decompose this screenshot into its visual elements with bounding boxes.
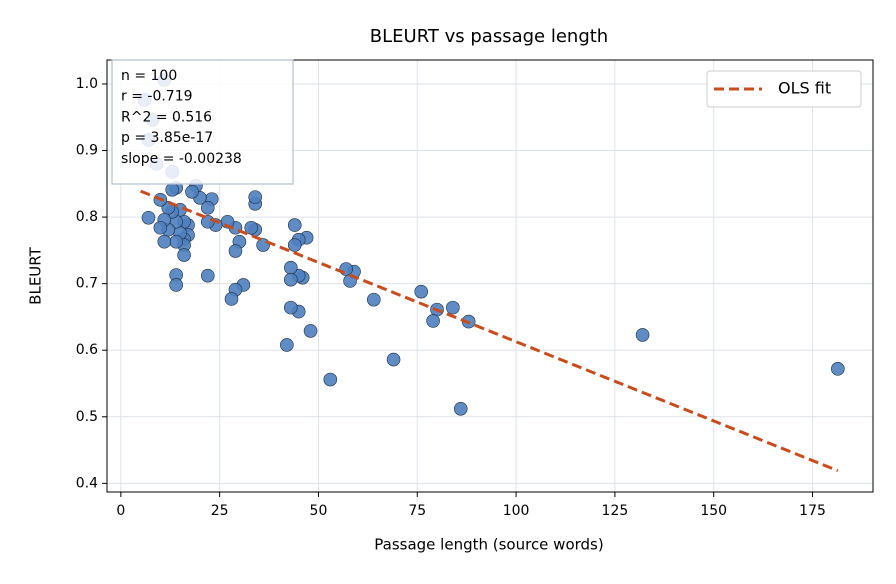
x-tick-label: 0 [116, 503, 125, 519]
point [287, 218, 302, 232]
x-tick-label: 125 [602, 503, 629, 519]
legend-label: OLS fit [778, 79, 831, 98]
point [426, 314, 440, 328]
point [248, 190, 263, 204]
point [366, 292, 381, 307]
point [185, 184, 199, 199]
point [169, 234, 183, 249]
x-tick-label: 175 [799, 503, 826, 519]
y-tick-label: 0.8 [76, 209, 98, 225]
y-tick-label: 0.7 [76, 276, 98, 292]
y-axis-label: BLEURT [27, 246, 45, 304]
point [165, 182, 180, 197]
y-tick-label: 1.0 [76, 76, 98, 92]
stats-text: slope = -0.00238 [121, 151, 242, 167]
point [200, 200, 215, 215]
point [287, 238, 302, 252]
fit-line [140, 189, 839, 473]
x-tick-label: 150 [700, 503, 727, 519]
point [386, 352, 401, 367]
point [153, 220, 168, 235]
x-tick-label: 25 [211, 503, 229, 519]
x-axis-label: Passage length (source words) [374, 536, 603, 554]
chart-title: BLEURT vs passage length [370, 26, 608, 47]
x-tick-label: 100 [503, 503, 530, 519]
stats-text: p = 3.85e-17 [121, 130, 213, 146]
point [283, 300, 298, 315]
point [414, 284, 429, 299]
point [280, 338, 294, 352]
point [283, 272, 298, 287]
point [635, 328, 650, 342]
point [157, 234, 172, 249]
point [224, 292, 239, 306]
stats-text: R^2 = 0.516 [121, 109, 212, 125]
y-tick-label: 0.5 [76, 409, 98, 425]
stats-text: n = 100 [121, 68, 177, 84]
point [244, 220, 259, 235]
x-tick-label: 50 [310, 503, 328, 519]
point [323, 372, 338, 387]
point [831, 362, 845, 376]
stats-text: r = -0.719 [121, 89, 193, 105]
point [177, 248, 191, 262]
point [200, 268, 215, 283]
y-tick-label: 0.9 [76, 143, 98, 159]
point [453, 401, 468, 416]
legend-box [706, 70, 862, 108]
point [141, 210, 156, 225]
point [303, 324, 318, 338]
plot-frame [106, 59, 874, 493]
point [339, 262, 353, 276]
point [169, 278, 183, 292]
y-tick-label: 0.4 [76, 475, 98, 491]
stats-box [111, 59, 294, 185]
point [228, 244, 243, 258]
x-tick-label: 75 [408, 503, 426, 519]
point [283, 260, 298, 275]
point [446, 300, 460, 315]
y-tick-label: 0.6 [76, 342, 98, 358]
